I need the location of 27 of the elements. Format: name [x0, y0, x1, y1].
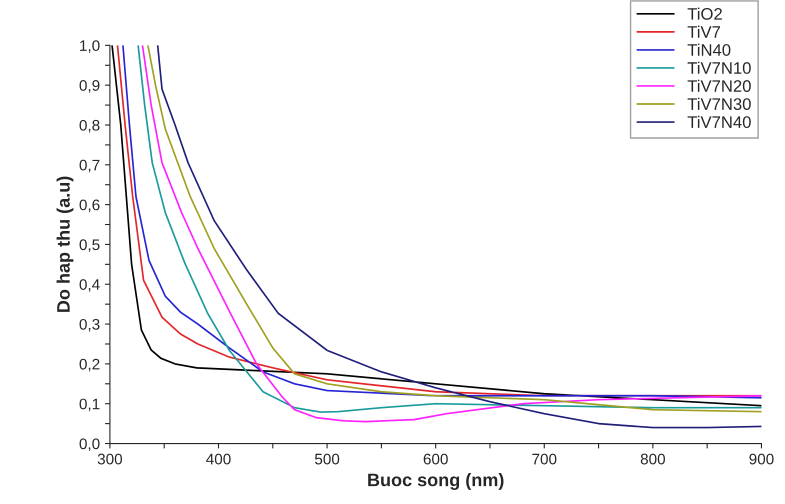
x-tick-label: 700 [532, 454, 556, 464]
y-tick-label: 0,3 [80, 318, 100, 332]
legend-label: TiV7N10 [688, 62, 751, 74]
legend-label: TiV7N30 [688, 98, 751, 110]
y-tick-label: 0,8 [80, 120, 100, 132]
y-tick-label: 0,5 [80, 239, 100, 252]
x-tick-label: 300 [98, 454, 122, 464]
legend-label: TiN40 [688, 44, 730, 56]
legend-label: TiV7 [688, 26, 720, 38]
legend-label: TiO2 [688, 8, 722, 20]
legend-label: TiV7N20 [688, 80, 751, 92]
y-tick-label: 0,1 [80, 398, 100, 412]
y-tick-label: 0,2 [80, 358, 100, 372]
x-tick-label: 600 [424, 454, 448, 464]
x-tick-label: 800 [640, 454, 666, 464]
y-tick-label: 0,6 [80, 199, 100, 212]
y-tick-label: 0,4 [80, 279, 100, 292]
y-tick-label: 0,0 [80, 438, 100, 452]
legend-label: TiV7N40 [688, 116, 751, 128]
y-axis-title: Do hap thu (a.u) [56, 176, 74, 312]
x-tick-label: 500 [314, 454, 340, 464]
y-tick-label: 1,0 [80, 40, 100, 53]
x-tick-label: 400 [206, 454, 231, 464]
x-axis-title: Buoc song (nm) [368, 473, 504, 490]
y-tick-label: 0,7 [80, 160, 100, 172]
x-tick-label: 900 [749, 454, 774, 464]
y-tick-label: 0,9 [80, 80, 100, 93]
